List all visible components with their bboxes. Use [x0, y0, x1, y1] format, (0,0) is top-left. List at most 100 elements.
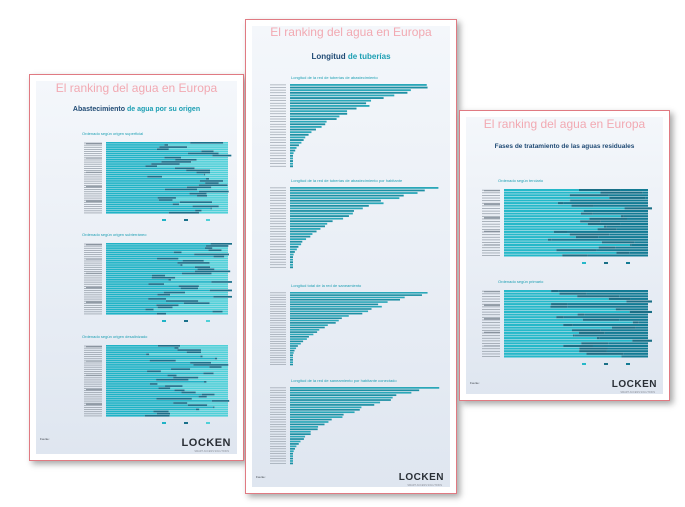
- bar: [290, 105, 370, 107]
- bar-segment: [157, 165, 228, 167]
- bar-segment: [551, 290, 559, 293]
- bar-segment: [106, 412, 157, 415]
- row-label-mark: [84, 148, 102, 150]
- bar-segment: [106, 385, 166, 387]
- row-label-mark: [270, 428, 286, 430]
- bar-segment: [209, 302, 228, 304]
- bar-segment: [161, 161, 192, 163]
- row-label-mark: [270, 190, 286, 191]
- row-label-mark: [270, 163, 286, 164]
- stacked-bar-chart: [480, 185, 652, 267]
- row-label-mark: [482, 309, 500, 310]
- bar-segment: [106, 264, 181, 266]
- bar-segment: [106, 270, 195, 273]
- row-label-mark: [270, 84, 286, 86]
- bar-segment: [563, 202, 648, 205]
- bar-segment: [186, 169, 211, 172]
- bar-segment: [556, 316, 564, 319]
- bar-segment: [210, 169, 228, 172]
- row-label-mark: [484, 331, 500, 333]
- bar-segment: [213, 255, 225, 258]
- bar-segment: [198, 376, 228, 379]
- bar-segment: [619, 318, 648, 321]
- bar-segment: [608, 342, 648, 345]
- bar-segment: [176, 374, 228, 377]
- bar-segment: [106, 158, 176, 161]
- bar-segment: [632, 339, 652, 342]
- logo-text: LOCKEN: [611, 379, 657, 390]
- section-title: Longitud de la red de tuberías de abaste…: [291, 178, 403, 183]
- row-label-mark: [270, 129, 286, 130]
- bar: [290, 450, 294, 453]
- bar: [290, 266, 293, 269]
- bar: [290, 408, 360, 411]
- bar-segment: [179, 201, 213, 203]
- bar: [290, 160, 293, 162]
- bar-segment: [504, 300, 627, 303]
- bar-segment: [218, 182, 228, 184]
- bar: [290, 194, 404, 197]
- bar-segment: [202, 355, 228, 358]
- bar-segment: [621, 355, 648, 358]
- row-label-mark: [84, 264, 102, 266]
- row-label-mark: [84, 258, 102, 260]
- row-label-mark: [84, 294, 102, 296]
- source-note: Fuente:: [470, 381, 480, 385]
- bar-segment: [180, 264, 183, 266]
- row-label-mark: [270, 404, 286, 406]
- row-label-mark: [270, 197, 286, 199]
- bar-segment: [222, 310, 228, 313]
- bar: [290, 197, 400, 200]
- row-label-mark: [270, 261, 286, 263]
- row-label-mark: [270, 334, 286, 335]
- bar-segment: [149, 353, 228, 356]
- bar-segment: [186, 186, 212, 189]
- bar-segment: [149, 383, 158, 385]
- legend-swatch: [184, 219, 188, 221]
- row-label-mark: [270, 409, 286, 411]
- bar-segment: [572, 324, 648, 327]
- bar-segment: [187, 152, 219, 155]
- bar-segment: [106, 150, 202, 153]
- bar-segment: [198, 285, 228, 288]
- stacked-bar-chart-svg: [84, 243, 232, 322]
- bar-segment: [106, 402, 174, 404]
- horizontal-bar-chart: [266, 185, 446, 273]
- row-label-mark: [84, 174, 102, 176]
- bar: [290, 248, 297, 251]
- bar-segment: [596, 249, 648, 252]
- bar-segment: [213, 406, 215, 409]
- row-label-mark: [84, 195, 102, 197]
- stacked-bar-chart: [82, 138, 232, 224]
- row-label-mark: [84, 379, 102, 381]
- bar-segment: [151, 276, 176, 279]
- bar: [290, 349, 295, 352]
- row-label-mark: [270, 402, 286, 403]
- row-label-mark: [270, 438, 286, 440]
- row-label-mark: [270, 347, 286, 349]
- section-title: Ordenado según origen subterráneo: [82, 232, 147, 237]
- bar-segment: [106, 247, 205, 249]
- bar-segment: [106, 178, 207, 180]
- horizontal-bar-chart-svg: [270, 387, 440, 465]
- bar-segment: [209, 262, 228, 264]
- bar-segment: [634, 241, 648, 244]
- bar-segment: [504, 295, 578, 298]
- row-label-mark: [482, 332, 500, 334]
- bar-segment: [106, 142, 191, 144]
- bar: [290, 396, 393, 399]
- bar: [290, 256, 293, 258]
- row-label-mark: [270, 118, 286, 120]
- bar: [290, 139, 304, 141]
- row-label-mark: [84, 187, 102, 188]
- row-label-mark: [482, 231, 500, 233]
- bar-segment: [606, 350, 648, 353]
- bar-segment: [106, 302, 184, 304]
- bar-segment: [106, 359, 150, 362]
- bar-segment: [172, 203, 180, 206]
- bar-segment: [504, 254, 563, 257]
- row-label-mark: [270, 320, 286, 321]
- bar-segment: [164, 156, 181, 159]
- row-label-mark: [270, 249, 286, 250]
- bar-segment: [181, 272, 212, 275]
